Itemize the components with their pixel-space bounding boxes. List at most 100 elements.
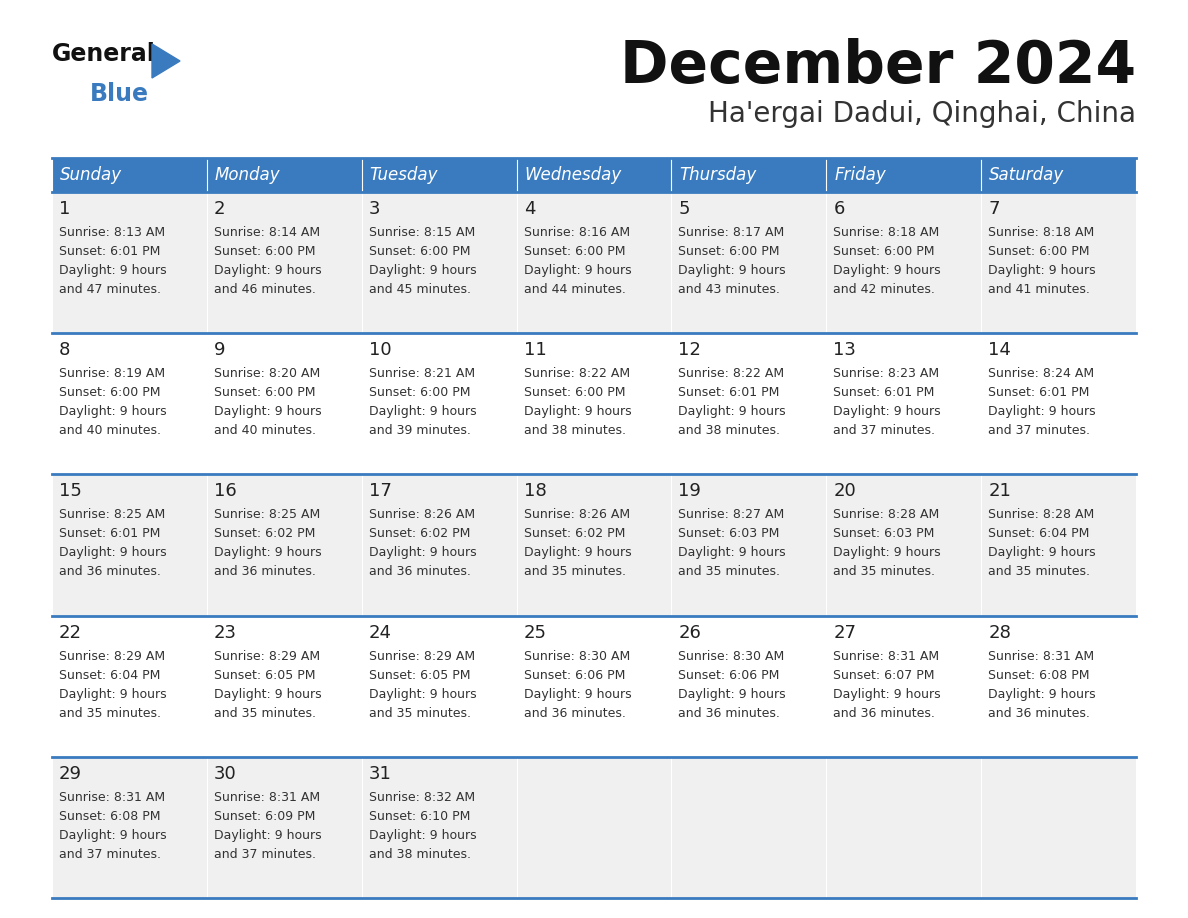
Text: Daylight: 9 hours: Daylight: 9 hours (59, 688, 166, 700)
Text: Daylight: 9 hours: Daylight: 9 hours (59, 405, 166, 419)
Text: and 36 minutes.: and 36 minutes. (524, 707, 625, 720)
Text: Daylight: 9 hours: Daylight: 9 hours (214, 405, 322, 419)
Text: Sunrise: 8:18 AM: Sunrise: 8:18 AM (833, 226, 940, 239)
Text: Sunset: 6:01 PM: Sunset: 6:01 PM (59, 528, 160, 541)
Bar (827, 475, 981, 616)
Text: Sunset: 6:03 PM: Sunset: 6:03 PM (678, 528, 779, 541)
Text: and 44 minutes.: and 44 minutes. (524, 283, 625, 296)
Text: Sunrise: 8:23 AM: Sunrise: 8:23 AM (833, 367, 940, 380)
Text: Sunset: 6:00 PM: Sunset: 6:00 PM (524, 245, 625, 258)
Text: Sunset: 6:00 PM: Sunset: 6:00 PM (833, 245, 935, 258)
Text: and 37 minutes.: and 37 minutes. (988, 424, 1091, 437)
Text: Saturday: Saturday (990, 166, 1064, 184)
Text: Sunset: 6:07 PM: Sunset: 6:07 PM (833, 668, 935, 681)
Text: Daylight: 9 hours: Daylight: 9 hours (988, 264, 1095, 277)
Bar (361, 158, 517, 192)
Text: and 37 minutes.: and 37 minutes. (214, 848, 316, 861)
Text: Sunset: 6:00 PM: Sunset: 6:00 PM (368, 245, 470, 258)
Text: Sunset: 6:08 PM: Sunset: 6:08 PM (988, 668, 1089, 681)
Text: and 46 minutes.: and 46 minutes. (214, 283, 316, 296)
Bar (671, 158, 827, 192)
Bar (517, 475, 671, 616)
Text: Daylight: 9 hours: Daylight: 9 hours (214, 264, 322, 277)
Text: Sunrise: 8:16 AM: Sunrise: 8:16 AM (524, 226, 630, 239)
Text: and 36 minutes.: and 36 minutes. (988, 707, 1091, 720)
Text: and 35 minutes.: and 35 minutes. (524, 565, 626, 578)
Text: and 38 minutes.: and 38 minutes. (368, 848, 470, 861)
Text: 7: 7 (988, 200, 999, 218)
Bar (827, 158, 981, 192)
Text: Daylight: 9 hours: Daylight: 9 hours (678, 264, 786, 277)
Text: and 47 minutes.: and 47 minutes. (59, 283, 162, 296)
Text: and 42 minutes.: and 42 minutes. (833, 283, 935, 296)
Text: Daylight: 9 hours: Daylight: 9 hours (678, 688, 786, 700)
Text: and 35 minutes.: and 35 minutes. (678, 565, 781, 578)
Text: Sunrise: 8:14 AM: Sunrise: 8:14 AM (214, 226, 320, 239)
Text: Daylight: 9 hours: Daylight: 9 hours (59, 264, 166, 277)
Bar (981, 192, 1136, 333)
Text: Sunrise: 8:29 AM: Sunrise: 8:29 AM (59, 650, 165, 663)
Text: 4: 4 (524, 200, 535, 218)
Text: 15: 15 (59, 482, 82, 500)
Text: Sunset: 6:10 PM: Sunset: 6:10 PM (368, 810, 470, 823)
Text: 22: 22 (59, 623, 82, 642)
Text: Daylight: 9 hours: Daylight: 9 hours (368, 546, 476, 559)
Text: 12: 12 (678, 341, 701, 359)
Text: Sunrise: 8:24 AM: Sunrise: 8:24 AM (988, 367, 1094, 380)
Text: Sunset: 6:01 PM: Sunset: 6:01 PM (988, 386, 1089, 399)
Text: Sunset: 6:06 PM: Sunset: 6:06 PM (524, 668, 625, 681)
Text: Sunrise: 8:21 AM: Sunrise: 8:21 AM (368, 367, 475, 380)
Text: Sunset: 6:00 PM: Sunset: 6:00 PM (214, 386, 315, 399)
Text: Daylight: 9 hours: Daylight: 9 hours (214, 829, 322, 842)
Bar (671, 616, 827, 756)
Text: Daylight: 9 hours: Daylight: 9 hours (368, 688, 476, 700)
Text: 3: 3 (368, 200, 380, 218)
Bar (52, 192, 207, 333)
Text: 6: 6 (833, 200, 845, 218)
Text: Sunset: 6:00 PM: Sunset: 6:00 PM (524, 386, 625, 399)
Text: Daylight: 9 hours: Daylight: 9 hours (988, 546, 1095, 559)
Text: Daylight: 9 hours: Daylight: 9 hours (524, 546, 631, 559)
Text: Sunrise: 8:31 AM: Sunrise: 8:31 AM (59, 790, 165, 804)
Text: Sunrise: 8:27 AM: Sunrise: 8:27 AM (678, 509, 785, 521)
Text: Daylight: 9 hours: Daylight: 9 hours (833, 264, 941, 277)
Text: 19: 19 (678, 482, 701, 500)
Text: Daylight: 9 hours: Daylight: 9 hours (59, 546, 166, 559)
Bar (361, 616, 517, 756)
Text: and 37 minutes.: and 37 minutes. (833, 424, 935, 437)
Text: 24: 24 (368, 623, 392, 642)
Text: and 36 minutes.: and 36 minutes. (678, 707, 781, 720)
Bar (671, 333, 827, 475)
Text: Daylight: 9 hours: Daylight: 9 hours (678, 405, 786, 419)
Text: Daylight: 9 hours: Daylight: 9 hours (524, 405, 631, 419)
Text: Sunset: 6:06 PM: Sunset: 6:06 PM (678, 668, 779, 681)
Text: Daylight: 9 hours: Daylight: 9 hours (368, 264, 476, 277)
Text: Sunset: 6:00 PM: Sunset: 6:00 PM (988, 245, 1089, 258)
Bar (517, 756, 671, 898)
Bar (207, 616, 361, 756)
Text: and 40 minutes.: and 40 minutes. (214, 424, 316, 437)
Text: 21: 21 (988, 482, 1011, 500)
Text: Sunset: 6:01 PM: Sunset: 6:01 PM (833, 386, 935, 399)
Text: and 37 minutes.: and 37 minutes. (59, 848, 162, 861)
Text: Sunrise: 8:20 AM: Sunrise: 8:20 AM (214, 367, 320, 380)
Text: 5: 5 (678, 200, 690, 218)
Text: Sunrise: 8:18 AM: Sunrise: 8:18 AM (988, 226, 1094, 239)
Text: and 45 minutes.: and 45 minutes. (368, 283, 470, 296)
Bar (52, 158, 207, 192)
Text: Ha'ergai Dadui, Qinghai, China: Ha'ergai Dadui, Qinghai, China (708, 100, 1136, 128)
Text: Sunrise: 8:31 AM: Sunrise: 8:31 AM (833, 650, 940, 663)
Bar (981, 333, 1136, 475)
Text: Daylight: 9 hours: Daylight: 9 hours (368, 405, 476, 419)
Text: Sunrise: 8:15 AM: Sunrise: 8:15 AM (368, 226, 475, 239)
Text: Sunset: 6:00 PM: Sunset: 6:00 PM (214, 245, 315, 258)
Text: 29: 29 (59, 765, 82, 783)
Text: Sunrise: 8:31 AM: Sunrise: 8:31 AM (988, 650, 1094, 663)
Text: and 40 minutes.: and 40 minutes. (59, 424, 162, 437)
Bar (207, 192, 361, 333)
Bar (671, 756, 827, 898)
Text: Daylight: 9 hours: Daylight: 9 hours (833, 405, 941, 419)
Bar (827, 333, 981, 475)
Text: Sunrise: 8:13 AM: Sunrise: 8:13 AM (59, 226, 165, 239)
Text: Sunset: 6:05 PM: Sunset: 6:05 PM (368, 668, 470, 681)
